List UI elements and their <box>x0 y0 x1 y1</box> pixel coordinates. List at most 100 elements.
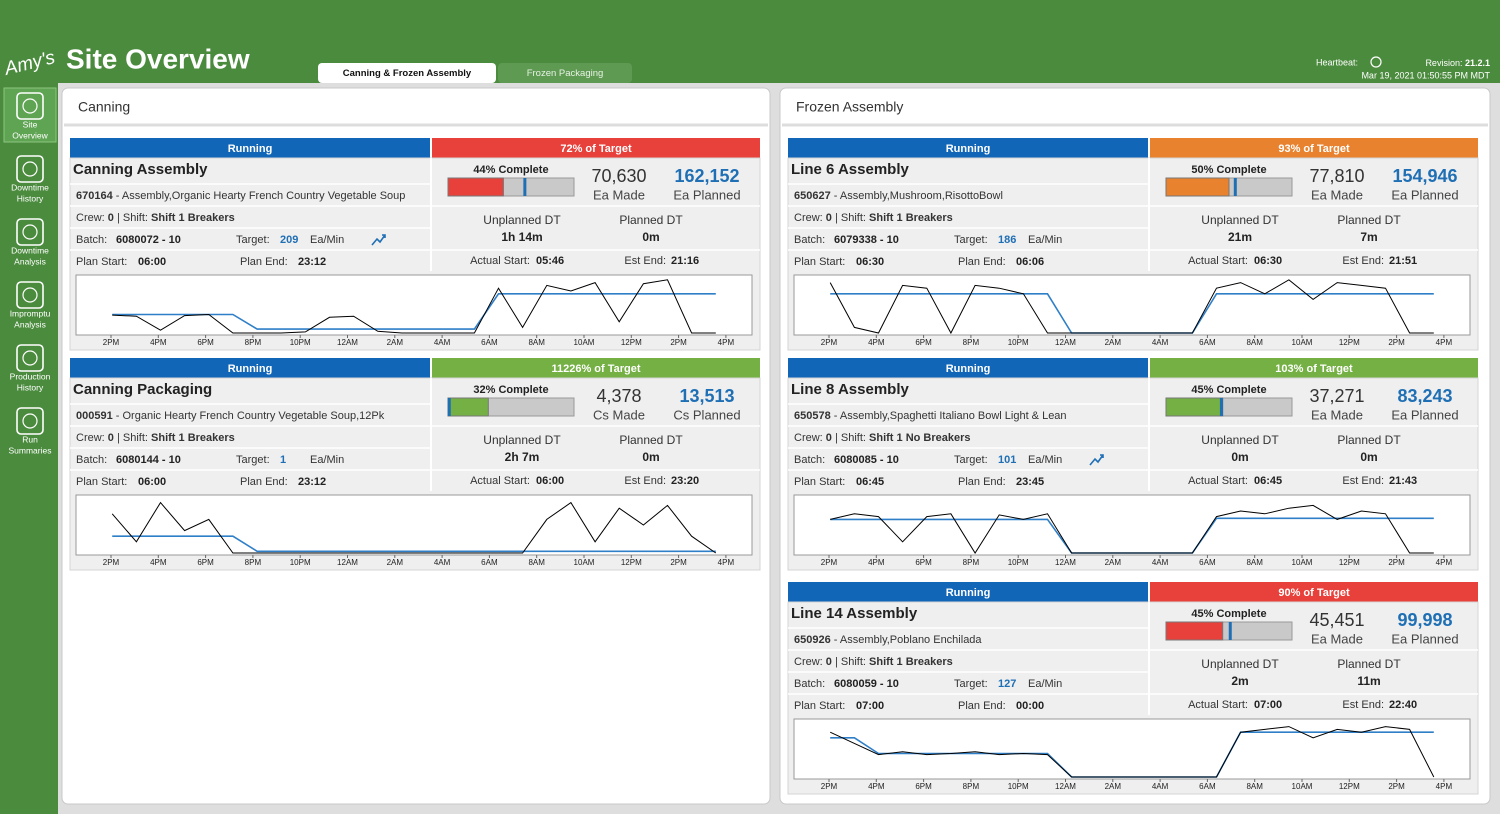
nav-icon[interactable] <box>16 92 44 120</box>
line-name: Line 6 Assembly <box>791 161 909 178</box>
trend-target <box>112 293 716 330</box>
heartbeat-label: Heartbeat: <box>1316 57 1358 67</box>
status: Running <box>946 143 991 155</box>
panel-title: Frozen Assembly <box>796 99 903 115</box>
field-value: 0m <box>642 230 659 244</box>
time-label: 8AM <box>1246 338 1263 347</box>
field-value: 1h 14m <box>501 230 542 244</box>
tab[interactable] <box>318 63 496 83</box>
status: Running <box>228 363 273 375</box>
tab[interactable] <box>498 63 632 83</box>
nav-label[interactable]: Analysis <box>14 256 46 266</box>
trend-chart <box>75 494 753 556</box>
revision-label: Revision: <box>1425 58 1462 68</box>
shift-value: Shift 1 Breakers <box>869 656 953 668</box>
field-label: Plan Start: <box>794 700 845 712</box>
field-label: Target: <box>954 454 988 466</box>
nav-icon[interactable] <box>16 344 44 372</box>
field-label: Unplanned DT <box>483 213 561 227</box>
planned-unit: Ea Planned <box>1391 407 1458 422</box>
time-label: 8PM <box>245 558 262 567</box>
trend-icon[interactable] <box>1089 454 1104 466</box>
nav-label[interactable]: Run <box>22 434 38 444</box>
planned-count: 99,998 <box>1397 610 1452 630</box>
target-percent: 93% of Target <box>1278 143 1350 155</box>
order-number: 650627 <box>794 190 831 202</box>
field-value: 07:00 <box>856 700 884 712</box>
crew-shift: Crew: 0 | Shift: Shift 1 Breakers <box>76 432 235 444</box>
target-header <box>1150 358 1478 378</box>
nav-icon[interactable] <box>16 407 44 435</box>
expected-marker <box>1233 178 1237 196</box>
field-label: Actual Start: <box>1188 475 1248 487</box>
nav-label[interactable]: Site <box>23 119 38 129</box>
time-label: 10PM <box>1008 782 1029 791</box>
nav-icon[interactable] <box>16 281 44 309</box>
time-label: 2PM <box>1388 338 1405 347</box>
time-label: 4PM <box>718 338 735 347</box>
progress-fill <box>1165 177 1230 197</box>
field-value: 2m <box>1231 674 1248 688</box>
time-label: 10PM <box>290 338 311 347</box>
nav-label[interactable]: Production <box>10 371 51 381</box>
time-label: 4AM <box>434 558 451 567</box>
target-rate: 101 <box>998 454 1016 466</box>
trend-actual <box>111 501 717 554</box>
nav-icon-detail <box>22 287 38 303</box>
nav-icon-detail <box>22 224 38 240</box>
nav-label[interactable]: Overview <box>12 130 48 140</box>
field-label: Batch: <box>76 234 107 246</box>
field-label: Actual Start: <box>1188 699 1248 711</box>
field-value: 6080085 - 10 <box>834 454 899 466</box>
nav-label[interactable]: History <box>17 382 44 392</box>
field-label: Target: <box>236 234 270 246</box>
time-label: 4PM <box>1436 558 1453 567</box>
tab-label[interactable]: Canning & Frozen Assembly <box>343 68 472 79</box>
time-label: 4PM <box>868 558 885 567</box>
line-name: Line 14 Assembly <box>791 605 918 622</box>
crew-value: 0 <box>826 656 832 668</box>
side-bar <box>0 83 58 814</box>
nav-label[interactable]: Analysis <box>14 319 46 329</box>
time-label: 12PM <box>621 338 642 347</box>
target-percent: 90% of Target <box>1278 587 1350 599</box>
panel-title: Canning <box>78 99 130 115</box>
heartbeat-indicator <box>1370 56 1382 68</box>
nav-label[interactable]: Downtime <box>11 182 49 192</box>
status-header <box>788 582 1148 602</box>
tab-label[interactable]: Frozen Packaging <box>527 68 604 79</box>
time-label: 4PM <box>1436 338 1453 347</box>
time-label: 2AM <box>1105 338 1122 347</box>
crew-value: 0 <box>108 432 114 444</box>
order-number: 650578 <box>794 410 831 422</box>
time-label: 10AM <box>574 558 595 567</box>
field-label: Est End: <box>624 255 666 267</box>
trend-icon[interactable] <box>371 234 386 246</box>
time-label: 4PM <box>718 558 735 567</box>
crew-value: 0 <box>826 212 832 224</box>
order-number: 000591 <box>76 410 113 422</box>
time-label: 6PM <box>915 782 932 791</box>
field-value: 07:00 <box>1254 699 1282 711</box>
planned-count: 154,946 <box>1392 166 1457 186</box>
time-label: 12PM <box>1339 558 1360 567</box>
nav-label[interactable]: Downtime <box>11 245 49 255</box>
planned-count: 13,513 <box>679 386 734 406</box>
nav-label[interactable]: History <box>17 193 44 203</box>
made-unit: Ea Made <box>1311 631 1363 646</box>
time-label: 10PM <box>290 558 311 567</box>
nav-label[interactable]: Summaries <box>9 445 52 455</box>
field-label: Unplanned DT <box>1201 213 1279 227</box>
field-value: 6080072 - 10 <box>116 234 181 246</box>
time-label: 6PM <box>915 558 932 567</box>
order-description: - Assembly,Organic Hearty French Country… <box>113 190 406 202</box>
order: 670164 - Assembly,Organic Hearty French … <box>76 190 405 202</box>
nav-label[interactable]: Impromptu <box>10 308 51 318</box>
complete-label: 32% Complete <box>473 384 548 396</box>
complete-label: 45% Complete <box>1191 608 1266 620</box>
field-label: Batch: <box>794 454 825 466</box>
shift-label: | Shift: <box>114 212 148 224</box>
nav-icon[interactable] <box>16 218 44 246</box>
nav-icon[interactable] <box>16 155 44 183</box>
status-header <box>788 358 1148 378</box>
